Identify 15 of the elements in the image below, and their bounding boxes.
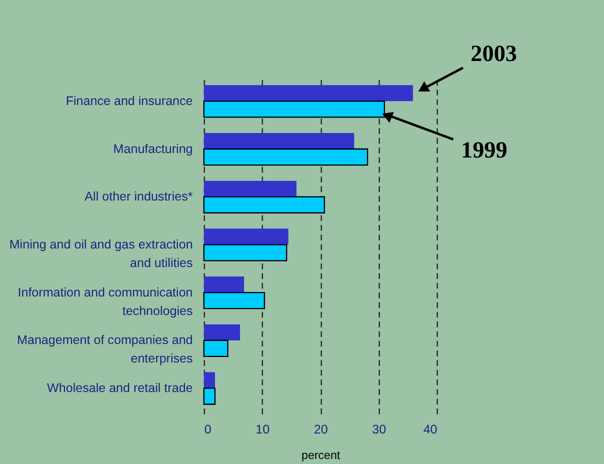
y-tick-label: Finance and insurance xyxy=(66,94,193,108)
x-tick-label: 40 xyxy=(423,422,438,437)
text: 1999 xyxy=(460,138,508,164)
y-tick-label: Management of companies and enterprises xyxy=(17,333,193,366)
y-tick-label: All other industries* xyxy=(84,190,193,204)
y-tick-label: Information and communication technologies xyxy=(18,285,193,318)
y-tick-label: Mining and oil and gas extraction and utilities xyxy=(9,238,193,270)
x-tick-label: 30 xyxy=(372,422,386,437)
x-tick-label: 20 xyxy=(314,422,328,437)
text: 2003 xyxy=(470,41,518,68)
y-tick-label: Manufacturing xyxy=(113,142,193,156)
x-tick-label: 10 xyxy=(256,422,270,437)
x-axis-title: percent xyxy=(302,450,341,462)
y-tick-label: Wholesale and retail trade xyxy=(47,381,193,396)
x-tick-label: 0 xyxy=(204,422,212,437)
